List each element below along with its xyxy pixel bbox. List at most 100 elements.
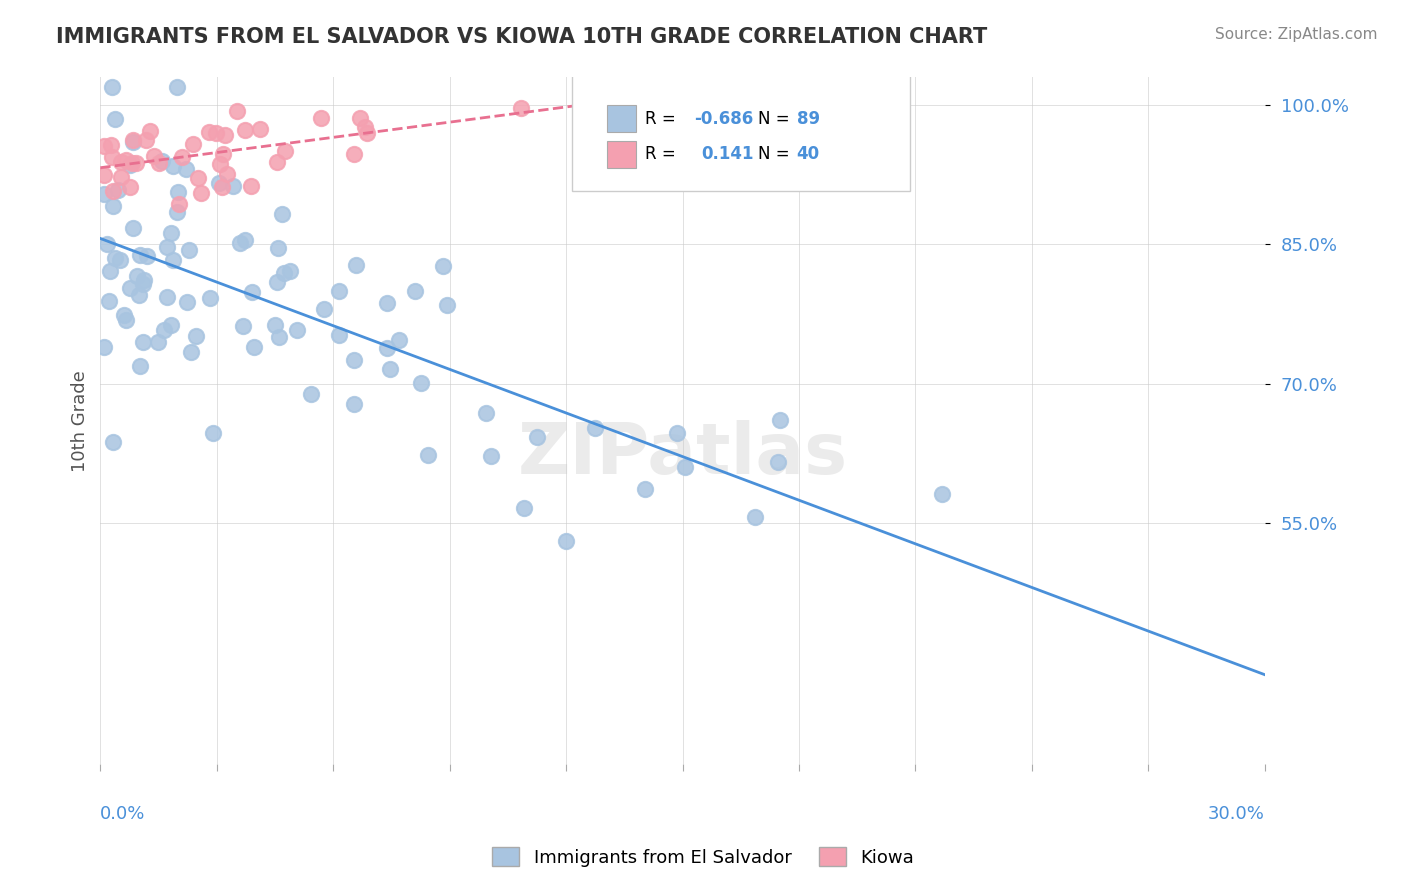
Point: [201, 425, 224, 440]
Point: [176, 294, 198, 309]
Point: [174, 162, 197, 177]
Text: 0.0%: 0.0%: [100, 805, 146, 823]
Point: [270, 207, 292, 221]
Point: [131, 334, 153, 349]
Point: [104, 251, 127, 265]
Point: [312, 301, 335, 316]
Point: [110, 155, 132, 169]
Point: [274, 145, 297, 159]
Point: [404, 284, 426, 298]
Text: R =: R =: [645, 145, 682, 163]
Point: [328, 284, 350, 298]
Text: 89: 89: [797, 110, 820, 128]
Text: Source: ZipAtlas.com: Source: ZipAtlas.com: [1215, 27, 1378, 42]
Point: [148, 156, 170, 170]
Point: [343, 146, 366, 161]
Text: 40: 40: [797, 145, 820, 163]
Point: [139, 123, 162, 137]
Point: [354, 120, 377, 135]
Point: [207, 176, 229, 190]
Point: [479, 450, 502, 464]
FancyBboxPatch shape: [572, 74, 910, 191]
Point: [666, 426, 689, 441]
Point: [122, 133, 145, 147]
Text: IMMIGRANTS FROM EL SALVADOR VS KIOWA 10TH GRADE CORRELATION CHART: IMMIGRANTS FROM EL SALVADOR VS KIOWA 10T…: [56, 27, 987, 46]
Bar: [607, 105, 636, 132]
Point: [343, 353, 366, 368]
Point: [103, 435, 125, 450]
Point: [375, 295, 398, 310]
Point: [510, 101, 533, 115]
Point: [432, 259, 454, 273]
Point: [101, 150, 124, 164]
Point: [96, 237, 118, 252]
Point: [122, 220, 145, 235]
Point: [150, 153, 173, 168]
Point: [526, 430, 548, 444]
Point: [100, 137, 122, 152]
Point: [273, 266, 295, 280]
Point: [148, 334, 170, 349]
Point: [125, 268, 148, 283]
Text: -0.686: -0.686: [695, 110, 754, 128]
Point: [229, 236, 252, 251]
Point: [388, 333, 411, 347]
Point: [356, 126, 378, 140]
Point: [344, 258, 367, 272]
Point: [142, 149, 165, 163]
Point: [93, 168, 115, 182]
Point: [328, 328, 350, 343]
Point: [114, 153, 136, 167]
Point: [198, 125, 221, 139]
Point: [285, 323, 308, 337]
Point: [132, 277, 155, 291]
Point: [122, 135, 145, 149]
Point: [114, 313, 136, 327]
Point: [198, 291, 221, 305]
Point: [436, 297, 458, 311]
Point: [217, 167, 239, 181]
Point: [166, 204, 188, 219]
Point: [211, 179, 233, 194]
Point: [104, 112, 127, 127]
Text: R =: R =: [645, 110, 682, 128]
Point: [208, 157, 231, 171]
Point: [205, 127, 228, 141]
Point: [128, 287, 150, 301]
Point: [118, 179, 141, 194]
Point: [110, 170, 132, 185]
Point: [278, 264, 301, 278]
Point: [249, 122, 271, 136]
Point: [159, 318, 181, 333]
Point: [153, 323, 176, 337]
Point: [177, 244, 200, 258]
Point: [166, 79, 188, 94]
Point: [240, 178, 263, 193]
Point: [222, 179, 245, 194]
Point: [240, 285, 263, 299]
Point: [162, 253, 184, 268]
Text: N =: N =: [758, 145, 796, 163]
Point: [768, 454, 790, 468]
Point: [377, 342, 399, 356]
Point: [235, 123, 257, 137]
Point: [634, 482, 657, 496]
Point: [169, 196, 191, 211]
Point: [162, 160, 184, 174]
Point: [226, 104, 249, 119]
Point: [243, 340, 266, 354]
Point: [118, 158, 141, 172]
Point: [156, 239, 179, 253]
Point: [343, 397, 366, 411]
Point: [233, 233, 256, 247]
Point: [475, 406, 498, 420]
Point: [212, 147, 235, 161]
Point: [378, 362, 401, 376]
Point: [128, 359, 150, 373]
Point: [118, 281, 141, 295]
Point: [129, 248, 152, 262]
Point: [555, 533, 578, 548]
Point: [263, 318, 285, 333]
Point: [349, 111, 371, 125]
Point: [214, 128, 236, 143]
